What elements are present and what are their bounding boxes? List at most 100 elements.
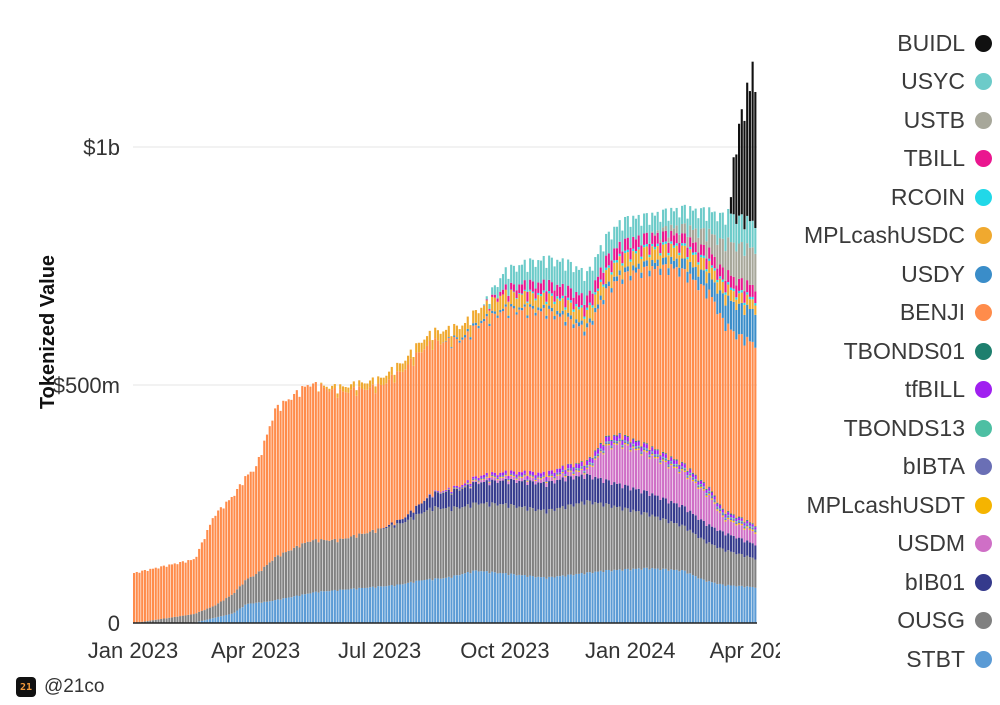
legend-item-tbill[interactable]: TBILL [780, 140, 992, 179]
bar-segment-ousg [740, 553, 743, 586]
legend-item-bibta[interactable]: bIBTA [780, 448, 992, 487]
bar-segment-stbt [613, 569, 616, 623]
legend-item-tbonds13[interactable]: TBONDS13 [780, 409, 992, 448]
legend-item-tbonds01[interactable]: TBONDS01 [780, 332, 992, 371]
bar-segment-ousg [485, 502, 488, 572]
bar-segment-bib01 [672, 503, 676, 524]
bar-segment-usdy [621, 279, 624, 284]
bar-segment-ousg [529, 507, 532, 576]
bar-segment-bib01 [548, 481, 551, 510]
bar-segment-stbt [493, 572, 496, 623]
legend-item-bib01[interactable]: bIB01 [780, 563, 992, 602]
bar-segment-stbt [390, 584, 393, 623]
bar-segment-ousg [206, 608, 209, 620]
bar-segment-mplcashusdt [648, 457, 651, 459]
bar-segment-ousg [700, 537, 703, 579]
bar-segment-tfbill [664, 454, 667, 459]
bar-segment-ustb [710, 234, 713, 255]
bar-segment-mplcashusdc [542, 292, 545, 305]
bar-segment-usdm [504, 475, 507, 479]
bar-segment-stbt [705, 581, 708, 623]
bar-segment-bib01 [520, 481, 524, 508]
legend-item-tfbill[interactable]: tfBILL [780, 371, 992, 410]
bar-segment-usyc [645, 213, 648, 233]
bar-segment-usdm [705, 497, 708, 526]
bar-segment-ousg [423, 511, 426, 581]
bar-segment-usdy [632, 265, 635, 271]
bar-segment-usdy [710, 279, 713, 298]
bar-segment-mplcashusdc [501, 294, 505, 309]
bar-segment-usdm [686, 479, 689, 513]
bar-segment-tbonds01 [716, 502, 719, 504]
bar-segment-tbill [583, 304, 586, 317]
bar-segment-bibta [610, 446, 613, 449]
bar-segment-mplcashusdt [504, 474, 507, 476]
bar-segment-tbonds13 [621, 444, 624, 446]
bar-segment-mplcashusdc [664, 243, 667, 258]
bar-segment-usdy [482, 318, 486, 322]
legend-item-mplcashusdc[interactable]: MPLcashUSDC [780, 217, 992, 256]
bar-segment-mplcashusdc [613, 262, 616, 277]
bar-segment-bib01 [667, 503, 670, 524]
bar-segment-tbonds13 [645, 448, 648, 450]
bar-segment-ousg [246, 578, 250, 604]
bar-segment-mplcashusdc [398, 363, 401, 372]
bar-segment-rcoin [537, 292, 540, 295]
bar-segment-bib01 [480, 482, 483, 504]
bar-segment-benji [515, 314, 518, 475]
legend-item-buidl[interactable]: BUIDL [780, 24, 992, 63]
bar-segment-usdm [754, 533, 757, 546]
bar-segment-tfbill [613, 435, 616, 441]
bar-segment-tbonds01 [624, 434, 627, 436]
bar-segment-usdy [596, 304, 600, 309]
bar-segment-benji [605, 288, 608, 436]
bar-segment-ousg [469, 507, 472, 574]
bar-segment-rcoin [659, 253, 662, 256]
bar-segment-tfbill [491, 472, 494, 475]
bar-segment-mplcashusdt [721, 515, 724, 517]
legend-item-usyc[interactable]: USYC [780, 63, 992, 102]
bar-segment-mplcashusdc [691, 254, 694, 268]
bar-segment-bibta [548, 474, 551, 477]
bar-segment-benji [681, 268, 684, 462]
bar-segment-bib01 [740, 538, 743, 554]
legend-item-ustb[interactable]: USTB [780, 101, 992, 140]
legend-item-ousg[interactable]: OUSG [780, 602, 992, 641]
bar-segment-tbill [545, 291, 548, 302]
bar-segment-tbonds13 [575, 468, 578, 469]
bar-segment-ustb [732, 242, 735, 277]
legend-item-stbt[interactable]: STBT [780, 640, 992, 679]
bar-segment-usyc [653, 215, 657, 235]
bar-segment-usdy [474, 322, 477, 326]
bar-segment-stbt [697, 578, 700, 623]
bar-segment-mplcashusdc [458, 329, 461, 341]
series-usdy [442, 256, 757, 349]
bar-segment-bib01 [469, 488, 472, 508]
bar-segment-tbonds01 [648, 449, 651, 451]
legend-item-benji[interactable]: BENJI [780, 294, 992, 333]
bar-segment-usdy [735, 309, 738, 340]
bar-segment-usdy [491, 310, 494, 314]
bar-segment-mplcashusdc [328, 388, 331, 392]
bar-segment-mplcashusdt [569, 470, 572, 472]
bar-segment-mplcashusdt [708, 493, 711, 495]
bar-segment-tbonds01 [618, 433, 621, 435]
bar-segment-benji [542, 307, 545, 472]
bar-segment-ustb [667, 237, 670, 243]
bar-segment-ousg [474, 502, 477, 571]
legend-item-usdy[interactable]: USDY [780, 255, 992, 294]
bar-segment-bibta [580, 467, 583, 469]
bar-segment-stbt [382, 586, 385, 623]
bar-segment-mplcashusdc [523, 291, 526, 305]
bar-segment-ousg [664, 519, 667, 569]
bar-segment-mplcashusdc [404, 360, 407, 370]
bar-segment-tbonds13 [577, 468, 581, 470]
bar-segment-ousg [670, 521, 673, 570]
bar-segment-ustb [689, 225, 692, 238]
bar-segment-mplcashusdc [436, 330, 439, 341]
legend-item-usdm[interactable]: USDM [780, 525, 992, 564]
bar-segment-tbill [719, 264, 722, 277]
bar-segment-ousg [436, 507, 439, 579]
legend-item-rcoin[interactable]: RCOIN [780, 178, 992, 217]
legend-item-mplcashusdt[interactable]: MPLcashUSDT [780, 486, 992, 525]
